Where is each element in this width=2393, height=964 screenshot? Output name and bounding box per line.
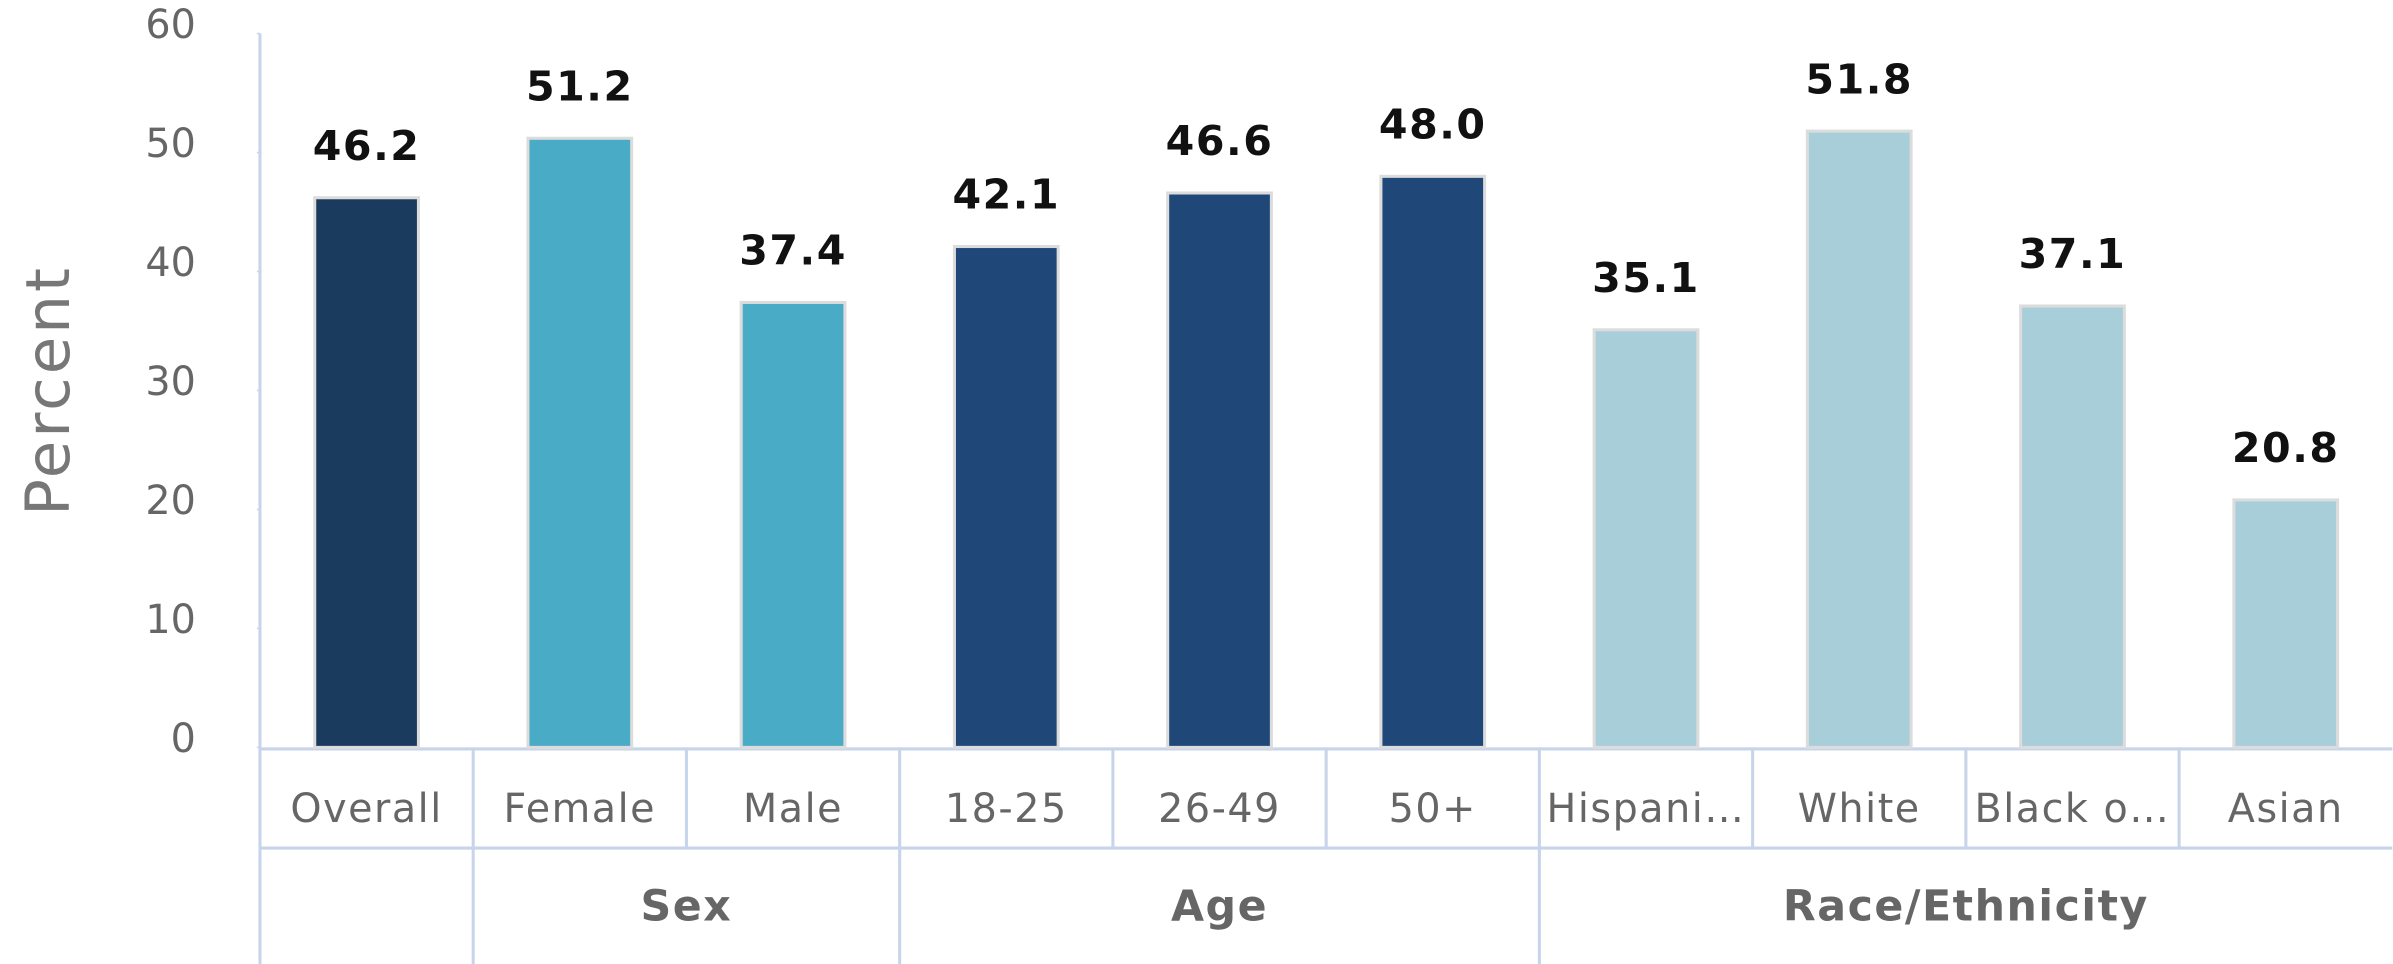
group-label: Sex: [641, 882, 733, 932]
bar: [2232, 498, 2340, 749]
x-tick-label: Female: [504, 786, 656, 832]
x-tick-label: 50+: [1389, 786, 1477, 832]
y-axis-title: Percent: [13, 265, 84, 516]
y-tick-label: 40: [145, 240, 195, 286]
x-tick-label: Asian: [2228, 786, 2344, 832]
data-label: 37.1: [2019, 230, 2127, 278]
group-label: Race/Ethnicity: [1783, 882, 2149, 932]
bar: [526, 136, 634, 749]
data-label: 35.1: [1592, 254, 1700, 302]
x-tick-label: White: [1798, 786, 1921, 832]
x-tick-label: Hispani…: [1547, 786, 1746, 832]
bar: [2019, 304, 2126, 749]
bar: [313, 196, 420, 749]
y-tick-label: 0: [171, 716, 196, 762]
data-label: 37.4: [739, 227, 847, 275]
data-label: 51.2: [526, 62, 634, 110]
bar: [739, 300, 847, 749]
bar: [952, 244, 1060, 749]
group-label: Age: [1171, 882, 1268, 932]
y-tick-label: 20: [145, 478, 195, 524]
y-tick-label: 50: [145, 121, 195, 167]
x-tick-label: Male: [743, 786, 843, 832]
data-label: 20.8: [2232, 424, 2340, 472]
data-label: 46.2: [313, 122, 421, 170]
y-tick-label: 60: [145, 2, 195, 48]
x-tick-label: 26-49: [1158, 786, 1281, 832]
bar: [1592, 328, 1700, 749]
y-tick-label: 10: [145, 597, 195, 643]
data-label: 51.8: [1805, 55, 1913, 103]
y-tick-label: 30: [145, 359, 195, 405]
data-label: 48.0: [1379, 101, 1487, 149]
bar: [1805, 129, 1913, 749]
x-tick-label: Overall: [290, 786, 442, 832]
data-label: 42.1: [952, 171, 1060, 219]
x-tick-label: 18-25: [945, 786, 1068, 832]
x-tick-label: Black o…: [1975, 786, 2171, 832]
bar: [1166, 191, 1273, 749]
bar: [1379, 174, 1487, 749]
data-label: 46.6: [1166, 117, 1274, 165]
